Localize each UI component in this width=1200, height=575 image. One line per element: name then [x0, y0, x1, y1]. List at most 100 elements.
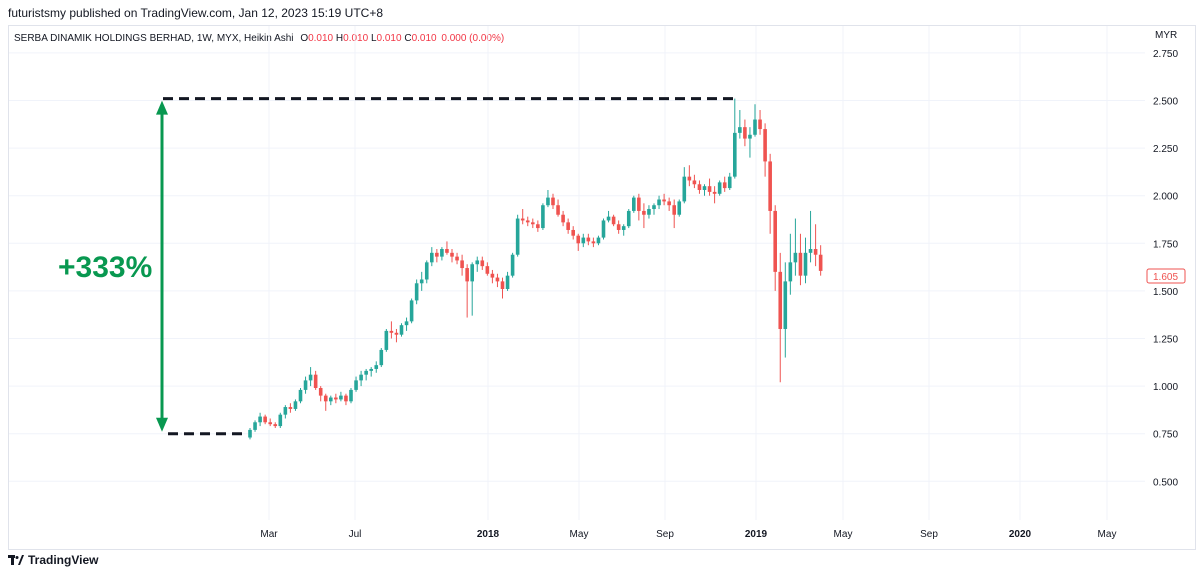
candle-body	[793, 252, 798, 263]
candle	[637, 193, 641, 221]
candle	[278, 412, 283, 428]
open-label: O	[300, 33, 309, 44]
x-tick-label: 2018	[477, 529, 500, 540]
candle	[667, 197, 671, 211]
candle-body	[510, 254, 515, 276]
y-tick-label: 1.500	[1153, 287, 1178, 298]
candle-body	[308, 374, 313, 381]
candle-body	[424, 262, 429, 280]
candle-body	[586, 237, 591, 242]
candle	[258, 412, 262, 427]
candle	[248, 427, 252, 440]
candle	[616, 220, 621, 234]
candle-body	[768, 161, 772, 211]
candle	[803, 237, 808, 284]
candle	[455, 252, 459, 265]
candle-body	[733, 132, 737, 177]
candle-body	[556, 205, 560, 215]
candle-body	[399, 325, 404, 335]
candle	[273, 422, 278, 428]
candle-body	[561, 214, 565, 223]
candle-body	[531, 222, 535, 225]
candle	[313, 370, 318, 390]
candle-body	[435, 252, 439, 257]
candle-body	[606, 216, 611, 221]
candle	[268, 418, 272, 427]
candle	[818, 245, 823, 276]
candle	[445, 241, 449, 255]
candle-body	[697, 184, 702, 190]
candles	[248, 98, 823, 440]
candle-body	[495, 277, 500, 282]
candle	[520, 209, 525, 225]
candle-body	[384, 330, 389, 350]
candle	[647, 205, 651, 219]
candle-body	[369, 368, 373, 371]
candle-body	[773, 210, 777, 272]
candle-body	[717, 182, 722, 194]
candle	[419, 271, 424, 291]
candle-body	[808, 249, 813, 253]
candle-body	[616, 224, 621, 230]
candle-body	[374, 365, 379, 369]
candle-body	[318, 388, 323, 396]
candle	[738, 110, 742, 139]
candle	[440, 247, 444, 261]
candle	[551, 193, 555, 210]
candle	[293, 399, 298, 411]
candle	[334, 393, 338, 404]
candle-body	[712, 191, 717, 194]
candle	[288, 403, 293, 413]
candle-body	[541, 205, 545, 229]
candle-body	[465, 268, 469, 282]
candle	[546, 189, 550, 208]
y-tick-label: 2.250	[1153, 144, 1178, 155]
candle-body	[738, 127, 742, 133]
annotation: +333%	[58, 97, 735, 436]
candle	[793, 218, 798, 276]
candle	[697, 180, 702, 194]
candle-body	[748, 134, 752, 139]
grid-lines	[9, 26, 1145, 520]
candle-body	[404, 321, 409, 326]
candle-body	[687, 176, 692, 181]
candle-body	[450, 252, 454, 257]
candle-body	[591, 241, 596, 244]
candle-body	[470, 264, 474, 282]
candle	[424, 260, 429, 284]
candle	[465, 264, 469, 318]
candle	[682, 167, 687, 204]
candle	[606, 210, 611, 223]
candle-body	[298, 389, 303, 402]
candle	[364, 368, 368, 381]
x-tick-label: Sep	[920, 529, 938, 540]
candle	[283, 405, 288, 419]
candle	[743, 119, 747, 147]
candle-body	[753, 119, 757, 135]
candle-body	[389, 330, 394, 333]
high-value: 0.010	[343, 33, 369, 44]
candle	[566, 218, 570, 234]
candle	[702, 184, 707, 196]
symbol-description: SERBA DINAMIK HOLDINGS BERHAD, 1W, MYX, …	[14, 33, 294, 44]
tradingview-brand: TradingView	[8, 553, 98, 567]
time-axis[interactable]: Mar Jul 2018 May Sep 2019 May Sep 2020 May	[260, 529, 1116, 540]
publish-header: futuristsmy published on TradingView.com…	[8, 6, 383, 20]
candle-body	[329, 397, 333, 402]
candle-body	[490, 273, 495, 278]
candle-body	[525, 220, 530, 223]
candle-body	[788, 262, 793, 282]
open-value: 0.010	[308, 33, 334, 44]
y-tick-label: 2.750	[1153, 49, 1178, 60]
close-value: 0.010	[411, 33, 437, 44]
candle-body	[632, 197, 636, 211]
candle	[677, 199, 682, 217]
candle	[374, 361, 379, 373]
currency-label: MYR	[1155, 30, 1177, 41]
candle	[298, 388, 303, 404]
y-tick-label: 0.500	[1153, 477, 1178, 488]
candle	[450, 249, 454, 263]
price-axis[interactable]: MYR 2.750 2.500 2.250 2.000 1.750 1.500 1.250 1…	[1153, 30, 1178, 488]
x-tick-label: Sep	[656, 529, 674, 540]
